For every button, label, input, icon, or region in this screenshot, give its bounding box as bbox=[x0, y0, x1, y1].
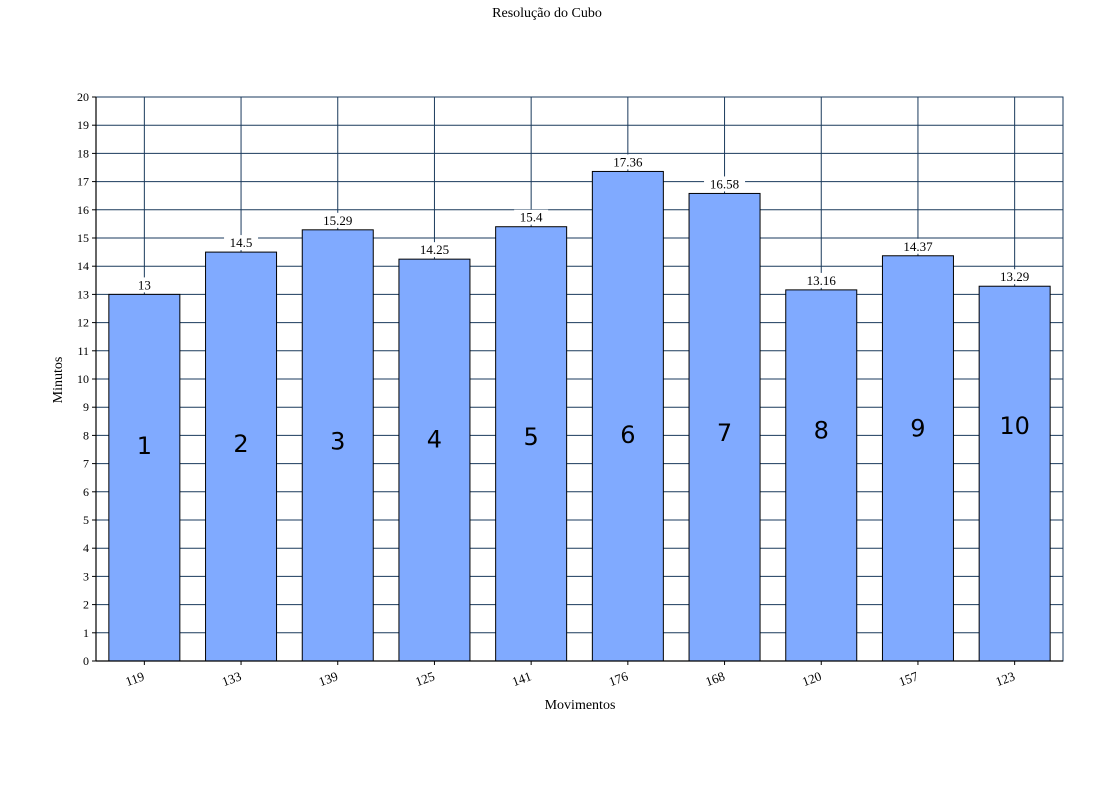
bar bbox=[398, 258, 471, 662]
bar bbox=[495, 226, 568, 662]
y-tick-label: 16 bbox=[77, 203, 89, 217]
x-tick-label: 139 bbox=[316, 668, 339, 689]
value-label-bg bbox=[413, 242, 455, 258]
bars: 13 1 14.5 2 15.29 3 14.25 4 15.4 5 17.36 6 16.58 7 13.… bbox=[108, 154, 1051, 662]
value-label: 13.29 bbox=[1000, 269, 1029, 284]
x-tick-label: 120 bbox=[800, 668, 823, 689]
bar-number: 9 bbox=[910, 414, 925, 442]
value-label-bg bbox=[800, 272, 842, 288]
y-tick-label: 18 bbox=[77, 146, 89, 160]
x-tick-label: 157 bbox=[897, 668, 921, 689]
bar-number: 7 bbox=[717, 419, 732, 447]
y-tick-label: 7 bbox=[83, 457, 89, 471]
x-tick-label: 125 bbox=[413, 668, 436, 689]
bar-number: 10 bbox=[999, 412, 1030, 440]
x-axis-ticks: 119 133 139 125 141 176 168 120 157 123 bbox=[123, 661, 1017, 689]
value-label: 13.16 bbox=[807, 273, 837, 288]
bar bbox=[785, 289, 858, 662]
bar-number: 5 bbox=[524, 423, 539, 451]
bar bbox=[301, 229, 374, 662]
x-tick-label: 119 bbox=[123, 668, 146, 689]
bar bbox=[591, 170, 664, 662]
y-tick-label: 17 bbox=[77, 175, 89, 189]
y-tick-label: 4 bbox=[83, 541, 89, 555]
bar bbox=[205, 251, 278, 662]
y-tick-label: 0 bbox=[83, 654, 89, 668]
bar-number: 4 bbox=[427, 425, 442, 453]
y-tick-label: 19 bbox=[77, 118, 89, 132]
value-label-bg bbox=[224, 235, 259, 251]
x-axis-label: Movimentos bbox=[545, 698, 616, 713]
x-tick-label: 123 bbox=[993, 668, 1016, 689]
y-tick-label: 9 bbox=[83, 400, 89, 414]
y-tick-label: 6 bbox=[83, 485, 89, 499]
value-label: 13 bbox=[138, 277, 151, 292]
y-tick-label: 11 bbox=[77, 344, 89, 358]
value-label-bg bbox=[607, 154, 649, 170]
y-tick-label: 2 bbox=[83, 598, 89, 612]
bar bbox=[108, 293, 181, 662]
value-label: 14.25 bbox=[420, 242, 449, 257]
y-tick-label: 3 bbox=[83, 569, 89, 583]
value-label: 14.37 bbox=[903, 239, 933, 254]
y-tick-label: 1 bbox=[83, 626, 89, 640]
bar bbox=[688, 192, 761, 662]
bar-number: 6 bbox=[620, 421, 635, 449]
value-label: 15.4 bbox=[520, 210, 543, 225]
bar-number: 2 bbox=[233, 430, 248, 458]
value-label: 14.5 bbox=[230, 235, 253, 250]
x-tick-label: 141 bbox=[510, 668, 533, 689]
value-label: 17.36 bbox=[613, 154, 643, 169]
x-tick-label: 133 bbox=[220, 668, 243, 689]
bar-number: 8 bbox=[814, 417, 829, 445]
value-label-bg bbox=[134, 277, 155, 293]
y-tick-label: 13 bbox=[77, 287, 89, 301]
value-label-bg bbox=[994, 269, 1036, 285]
bar-number: 3 bbox=[330, 428, 345, 456]
value-label: 15.29 bbox=[323, 213, 352, 228]
y-tick-label: 14 bbox=[77, 259, 89, 273]
bar bbox=[978, 285, 1051, 662]
x-tick-label: 176 bbox=[607, 668, 631, 689]
value-label-bg bbox=[514, 209, 549, 225]
bar-number: 1 bbox=[137, 432, 152, 460]
y-tick-label: 20 bbox=[77, 90, 89, 104]
value-label-bg bbox=[897, 238, 939, 254]
y-tick-label: 15 bbox=[77, 231, 89, 245]
y-tick-label: 5 bbox=[83, 513, 89, 527]
y-tick-label: 8 bbox=[83, 428, 89, 442]
y-tick-label: 10 bbox=[77, 372, 89, 386]
bar bbox=[881, 255, 954, 662]
chart-title: Resolução do Cubo bbox=[492, 6, 602, 21]
value-label-bg bbox=[317, 212, 359, 228]
value-label: 16.58 bbox=[710, 176, 739, 191]
x-tick-label: 168 bbox=[703, 668, 726, 689]
y-tick-label: 12 bbox=[77, 316, 89, 330]
y-axis-label: Minutos bbox=[51, 357, 66, 404]
value-label-bg bbox=[704, 176, 746, 192]
